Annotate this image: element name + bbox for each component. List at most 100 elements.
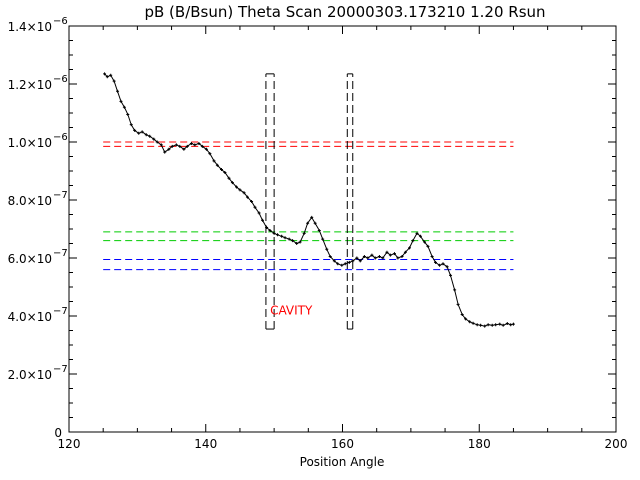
data-point <box>204 147 208 151</box>
data-point <box>423 240 427 244</box>
data-point <box>129 123 133 127</box>
data-point <box>283 236 287 240</box>
y-tick-label: 1.2×10 <box>8 78 52 92</box>
data-point <box>126 112 130 116</box>
data-point <box>189 141 193 145</box>
data-point <box>509 323 513 327</box>
x-axis: 120 140 160 180 200 <box>58 26 627 451</box>
data-point <box>449 273 453 277</box>
data-point <box>137 131 141 135</box>
data-point <box>501 323 505 327</box>
data-point <box>310 215 314 219</box>
data-point <box>426 244 430 248</box>
cavity-annotation: CAVITY <box>270 304 313 318</box>
data-point <box>505 322 509 326</box>
data-point <box>438 263 442 267</box>
data-point <box>347 260 351 264</box>
y-tick-exponent: −6 <box>53 132 68 143</box>
data-point <box>340 263 344 267</box>
data-point <box>385 250 389 254</box>
data-point <box>343 262 347 266</box>
data-point <box>208 152 212 156</box>
data-point <box>215 163 219 167</box>
y-tick-label: 2.0×10 <box>8 368 52 382</box>
data-point <box>317 228 321 232</box>
data-point <box>415 231 419 235</box>
data-point <box>182 147 186 151</box>
data-point <box>144 133 148 137</box>
data-point <box>280 234 284 238</box>
data-point <box>253 205 257 209</box>
y-tick-label: 4.0×10 <box>8 310 52 324</box>
data-point <box>163 150 167 154</box>
data-point <box>328 255 332 259</box>
data-point <box>325 247 329 251</box>
data-point <box>152 137 156 141</box>
data-point <box>265 226 269 230</box>
data-point <box>193 143 197 147</box>
y-tick-label: 8.0×10 <box>8 194 52 208</box>
data-point <box>479 323 483 327</box>
data-point <box>178 144 182 148</box>
data-point <box>287 237 291 241</box>
chart-title: pB (B/Bsun) Theta Scan 20000303.173210 1… <box>144 3 545 21</box>
data-point <box>185 144 189 148</box>
data-point <box>321 237 325 241</box>
data-point <box>250 199 254 203</box>
data-point <box>109 73 113 77</box>
data-point <box>498 322 502 326</box>
data-point <box>433 260 437 264</box>
data-point <box>197 141 201 145</box>
data-point <box>403 250 407 254</box>
data-point <box>483 324 487 328</box>
x-tick-label: 140 <box>194 437 217 451</box>
x-tick-label: 160 <box>331 437 354 451</box>
data-point <box>418 234 422 238</box>
data-point <box>116 89 120 93</box>
data-point <box>464 317 468 321</box>
data-point <box>230 181 234 185</box>
data-point <box>223 170 227 174</box>
data-point <box>366 256 370 260</box>
y-tick-exponent: −7 <box>53 364 68 375</box>
x-tick-label: 180 <box>468 437 491 451</box>
data-point <box>460 313 464 317</box>
data-point <box>358 259 362 263</box>
data-point <box>490 323 494 327</box>
data-point <box>148 134 152 138</box>
data-point <box>276 233 280 237</box>
data-point <box>355 256 359 260</box>
data-point <box>227 176 231 180</box>
x-axis-label: Position Angle <box>300 455 385 469</box>
data-point <box>411 239 415 243</box>
cavity-boundaries <box>265 73 354 330</box>
data-point <box>295 242 299 245</box>
data-point <box>313 221 317 225</box>
data-point <box>408 246 412 250</box>
data-point <box>377 255 381 259</box>
y-axis: 02.0×10 −74.0×10 −76.0×10 −78.0×10 −71.0×10−… <box>8 16 616 440</box>
series-line <box>104 73 514 327</box>
data-point <box>298 240 302 244</box>
data-point <box>268 228 272 232</box>
y-tick-exponent: −6 <box>53 16 68 27</box>
y-tick-exponent: −6 <box>53 74 68 85</box>
data-point <box>370 253 374 257</box>
data-point <box>471 321 475 325</box>
data-point <box>396 256 400 260</box>
data-point <box>336 262 340 266</box>
data-point <box>122 105 126 109</box>
data-point <box>392 252 396 256</box>
data-series <box>103 72 515 328</box>
data-point <box>159 143 163 147</box>
data-point <box>238 188 242 192</box>
y-tick-exponent: −7 <box>53 306 68 317</box>
data-point <box>212 159 216 163</box>
data-point <box>257 211 261 215</box>
data-point <box>362 255 366 259</box>
data-point <box>167 147 171 151</box>
x-tick-label: 120 <box>58 437 81 451</box>
data-point <box>445 265 449 269</box>
data-point <box>302 231 306 235</box>
